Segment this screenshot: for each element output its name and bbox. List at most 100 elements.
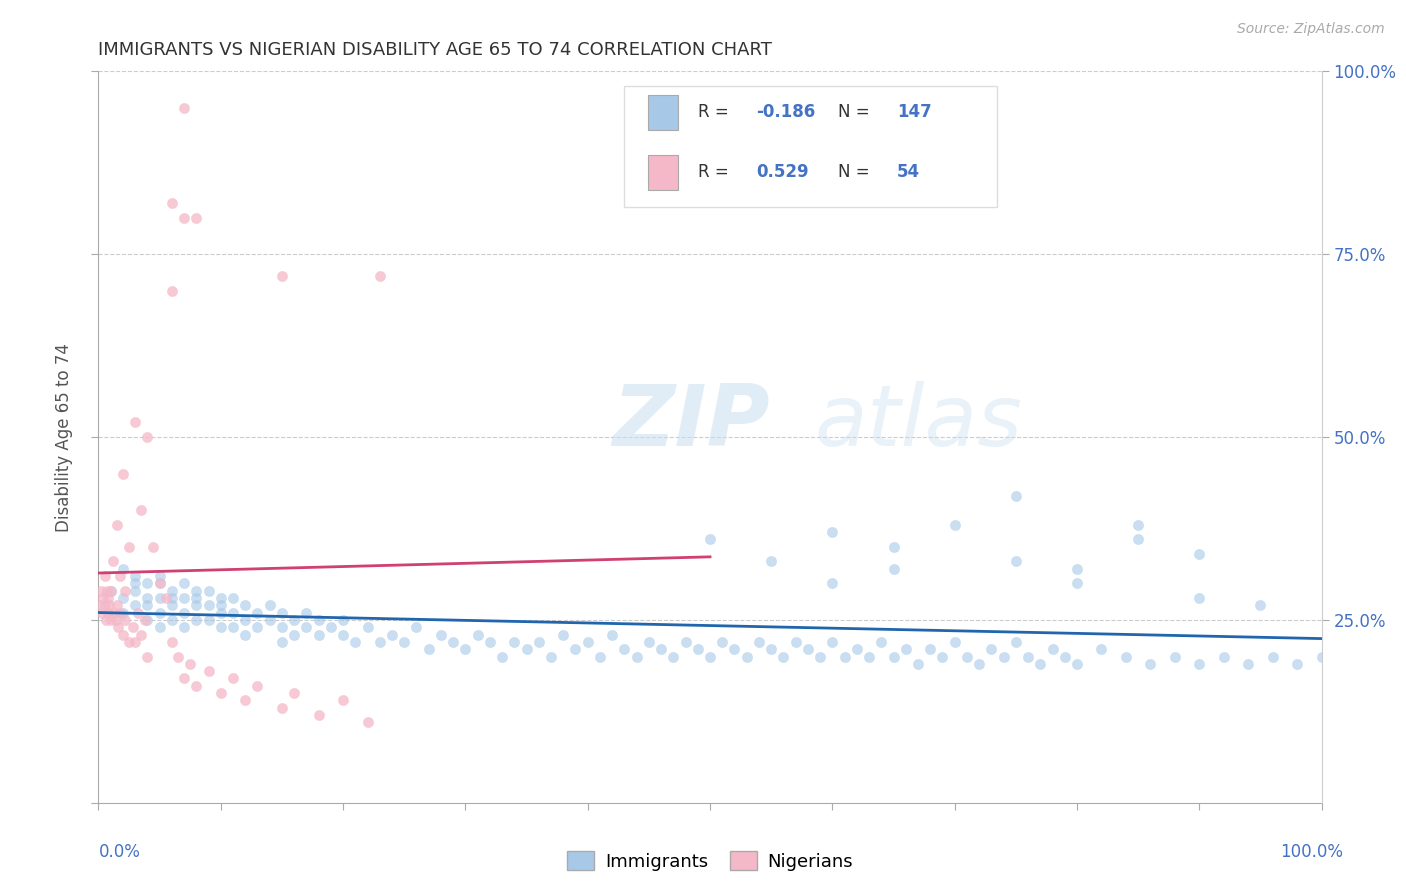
Point (136, 591, 159, 605)
Point (89, 599, 111, 613)
Point (1042, 642, 1064, 657)
Point (246, 606, 269, 620)
Point (124, 569, 146, 583)
Point (93, 569, 115, 583)
Point (197, 613, 219, 627)
Point (124, 416, 146, 430)
Point (259, 599, 281, 613)
Point (124, 599, 146, 613)
Point (1053, 649, 1076, 664)
Point (259, 613, 281, 627)
Point (233, 599, 256, 613)
Point (943, 517, 966, 532)
Text: ZIP: ZIP (612, 381, 770, 464)
Point (160, 284, 183, 298)
Point (319, 620, 342, 634)
Point (222, 620, 245, 634)
Point (772, 649, 794, 664)
Point (97, 591, 120, 605)
Point (270, 620, 294, 634)
Point (478, 635, 501, 649)
Point (101, 606, 124, 620)
Point (160, 613, 183, 627)
Point (1115, 649, 1137, 664)
Point (821, 525, 844, 540)
Point (173, 606, 195, 620)
Legend: Immigrants, Nigerians: Immigrants, Nigerians (560, 844, 860, 878)
Point (173, 672, 195, 686)
Point (295, 620, 318, 634)
Point (1188, 591, 1211, 605)
Point (283, 613, 305, 627)
Point (197, 583, 219, 598)
Point (124, 576, 146, 591)
Text: Source: ZipAtlas.com: Source: ZipAtlas.com (1237, 22, 1385, 37)
Point (931, 649, 953, 664)
Point (1128, 533, 1150, 547)
Point (723, 642, 745, 657)
Point (308, 627, 330, 641)
Point (270, 700, 294, 714)
Point (503, 635, 526, 649)
Point (90, 583, 112, 598)
Point (246, 620, 269, 634)
Point (368, 635, 391, 649)
Point (105, 517, 128, 532)
Point (675, 635, 697, 649)
Point (748, 635, 770, 649)
Point (1164, 649, 1187, 664)
Point (149, 606, 172, 620)
Point (96, 583, 118, 598)
Point (1004, 635, 1026, 649)
Point (209, 606, 232, 620)
Point (576, 635, 599, 649)
Point (93, 599, 115, 613)
Point (160, 599, 183, 613)
Point (797, 642, 820, 657)
Point (197, 664, 219, 678)
FancyBboxPatch shape (648, 95, 678, 130)
Point (1066, 562, 1088, 576)
Point (100, 583, 122, 598)
Point (1249, 599, 1271, 613)
Point (94, 613, 117, 627)
Point (209, 591, 232, 605)
Point (735, 649, 758, 664)
Point (491, 649, 513, 664)
Point (454, 642, 477, 657)
Point (1212, 649, 1234, 664)
Point (613, 642, 636, 657)
Point (564, 642, 586, 657)
Point (1004, 489, 1026, 503)
Point (834, 649, 856, 664)
Point (356, 715, 378, 730)
Text: 147: 147 (897, 103, 932, 120)
Point (129, 627, 152, 641)
Point (149, 576, 172, 591)
Point (381, 627, 404, 641)
Point (136, 599, 159, 613)
Point (1139, 657, 1161, 671)
Point (173, 576, 195, 591)
Point (870, 635, 893, 649)
Point (344, 635, 367, 649)
Point (1188, 657, 1211, 671)
Text: -0.186: -0.186 (756, 103, 815, 120)
Point (1310, 649, 1333, 664)
Point (821, 576, 844, 591)
Point (111, 562, 134, 576)
Point (686, 642, 709, 657)
Point (186, 211, 208, 225)
Point (167, 649, 190, 664)
Point (1286, 657, 1309, 671)
Point (149, 620, 172, 634)
Point (136, 576, 159, 591)
Point (858, 649, 880, 664)
Point (785, 635, 807, 649)
Point (467, 627, 489, 641)
Point (967, 657, 990, 671)
FancyBboxPatch shape (624, 86, 997, 207)
Point (662, 649, 685, 664)
Point (118, 540, 141, 554)
Point (1066, 576, 1088, 591)
